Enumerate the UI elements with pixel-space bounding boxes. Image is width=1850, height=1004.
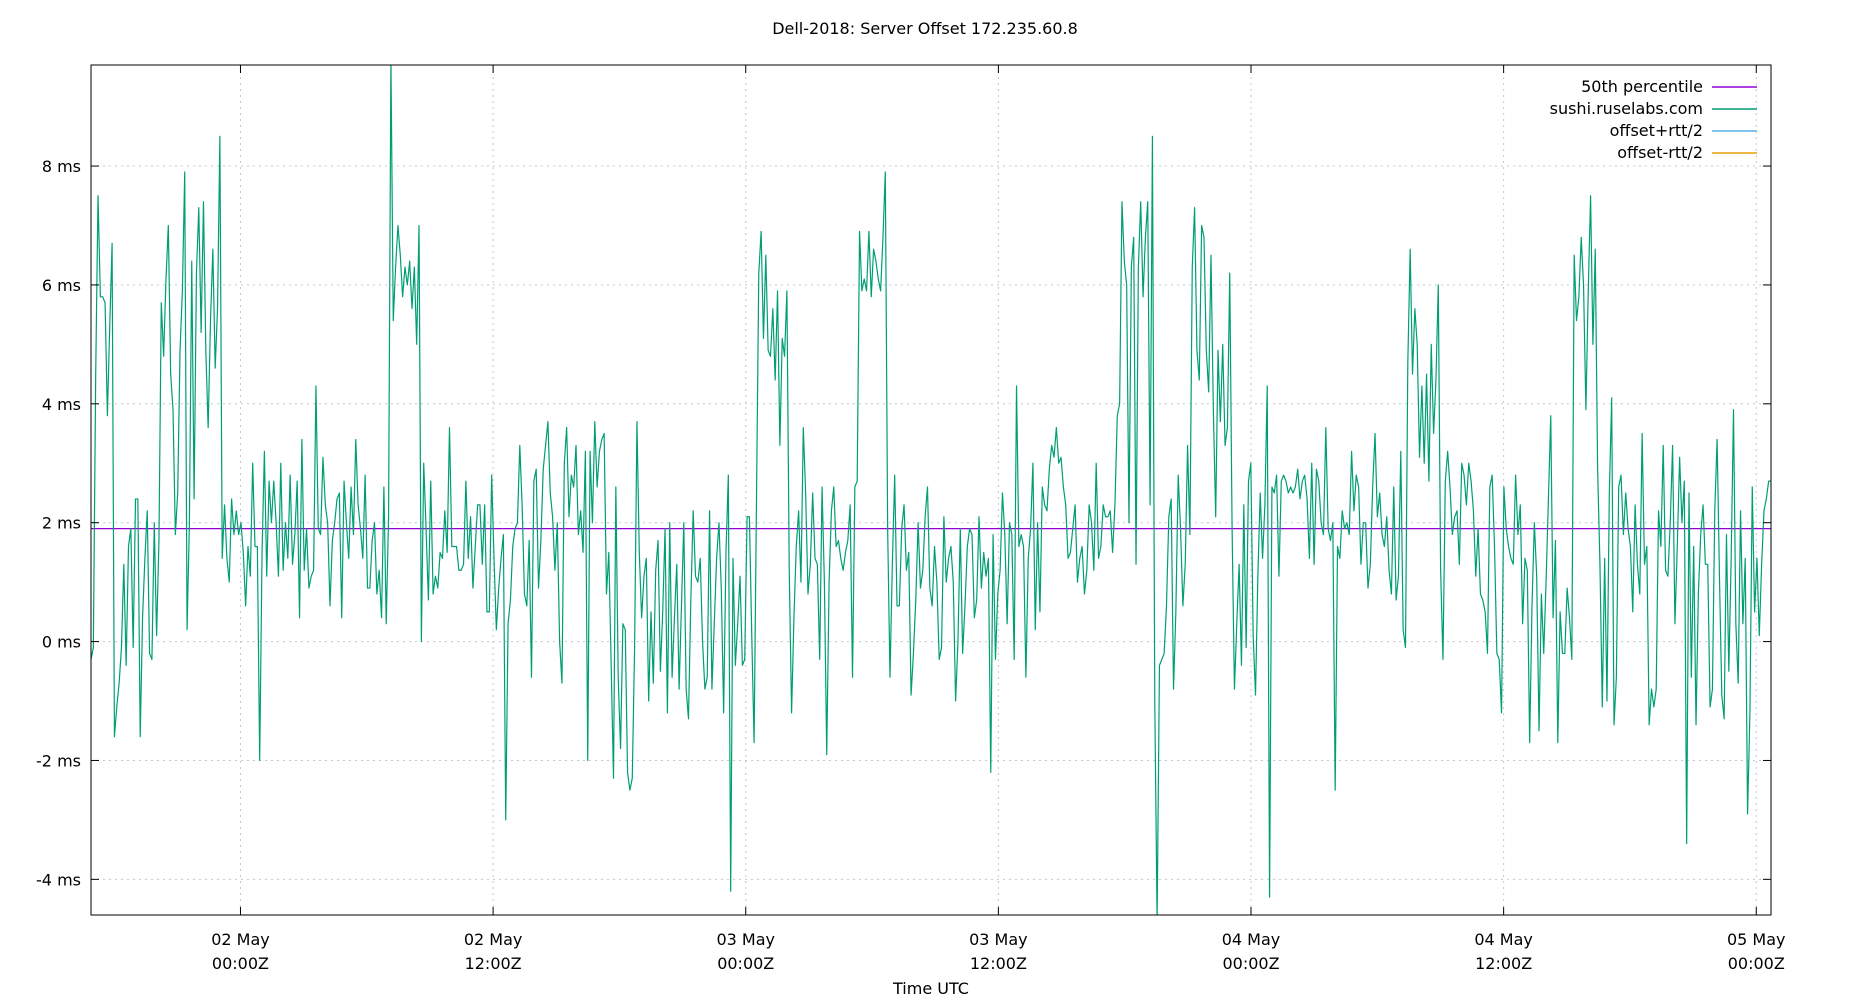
legend-entry-label: offset-rtt/2 — [1617, 143, 1703, 162]
y-tick-label: 6 ms — [42, 276, 81, 295]
x-tick-label-time: 00:00Z — [1728, 954, 1785, 973]
x-tick-label-date: 02 May — [464, 930, 523, 949]
x-tick-label-time: 12:00Z — [970, 954, 1027, 973]
x-tick-label-time: 12:00Z — [1475, 954, 1532, 973]
x-tick-label-time: 12:00Z — [465, 954, 522, 973]
y-axis: -4 ms -2 ms 0 ms 2 ms 4 ms 6 ms 8 ms — [36, 157, 1771, 889]
x-tick-label-time: 00:00Z — [717, 954, 774, 973]
legend-entry-label: 50th percentile — [1581, 77, 1703, 96]
series-line-sushi-ruselabs-com — [91, 65, 1771, 915]
y-tick-label: -4 ms — [36, 870, 81, 889]
y-tick-label: 8 ms — [42, 157, 81, 176]
x-tick-label-time: 00:00Z — [1222, 954, 1279, 973]
plot-frame — [90, 64, 1772, 916]
legend-entry-label: offset+rtt/2 — [1610, 121, 1703, 140]
x-tick-label-date: 05 May — [1727, 930, 1786, 949]
y-tick-label: -2 ms — [36, 751, 81, 770]
x-tick-label-date: 03 May — [969, 930, 1028, 949]
y-tick-label: 4 ms — [42, 395, 81, 414]
x-tick-label-date: 03 May — [716, 930, 775, 949]
plot-area — [91, 65, 1771, 915]
y-tick-label: 0 ms — [42, 633, 81, 652]
legend-entry-label: sushi.ruselabs.com — [1550, 99, 1703, 118]
y-tick-label: 2 ms — [42, 514, 81, 533]
x-tick-label-date: 02 May — [211, 930, 270, 949]
chart-title: Dell-2018: Server Offset 172.235.60.8 — [772, 19, 1078, 38]
x-tick-label-date: 04 May — [1222, 930, 1281, 949]
grid — [91, 65, 1771, 915]
x-tick-label-date: 04 May — [1474, 930, 1533, 949]
x-tick-label-time: 00:00Z — [212, 954, 269, 973]
legend: 50th percentile sushi.ruselabs.com offset+… — [1550, 77, 1757, 162]
x-axis-label: Time UTC — [892, 979, 969, 998]
x-axis: 02 May 00:00Z 02 May 12:00Z 03 May 00:00Z 03 M… — [211, 65, 1786, 973]
